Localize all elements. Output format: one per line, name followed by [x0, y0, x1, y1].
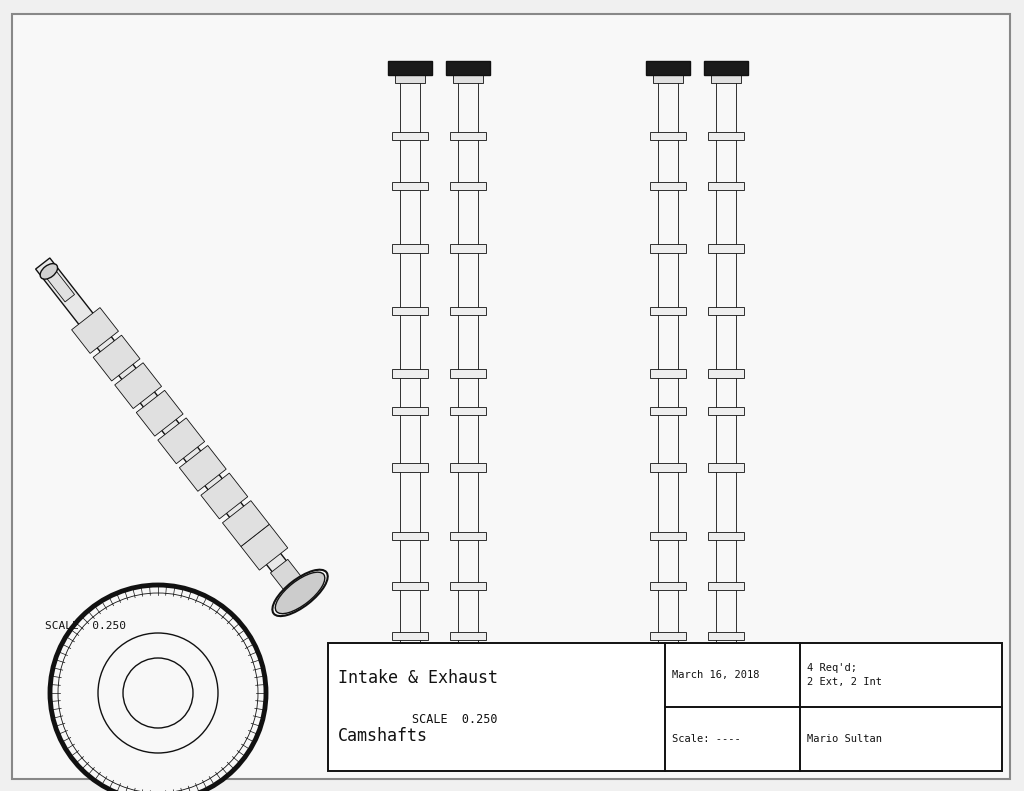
Bar [658, 61, 678, 686]
Bar [650, 307, 686, 316]
Bar [392, 532, 428, 540]
Bar [392, 307, 428, 316]
Bar [392, 581, 428, 590]
Ellipse shape [63, 598, 253, 788]
Text: SCALE  0.250: SCALE 0.250 [413, 713, 498, 726]
Bar [392, 369, 428, 378]
Bar [708, 244, 744, 253]
Bar [388, 61, 432, 75]
Ellipse shape [50, 585, 266, 791]
Bar [395, 75, 425, 83]
Bar [708, 632, 744, 640]
Polygon shape [222, 501, 269, 547]
Bar [650, 407, 686, 415]
Bar [450, 244, 486, 253]
Bar [708, 532, 744, 540]
Polygon shape [241, 524, 288, 570]
Bar [708, 463, 744, 471]
Bar [650, 369, 686, 378]
Bar [446, 61, 490, 75]
Bar [708, 132, 744, 140]
Bar [392, 632, 428, 640]
Bar [400, 61, 420, 686]
Polygon shape [72, 308, 119, 354]
Bar [450, 632, 486, 640]
Bar [646, 61, 690, 75]
Polygon shape [179, 445, 226, 491]
Polygon shape [115, 363, 162, 409]
Bar [392, 182, 428, 191]
Bar [450, 532, 486, 540]
Bar [650, 581, 686, 590]
Bar [450, 407, 486, 415]
Polygon shape [158, 418, 205, 464]
Bar [392, 132, 428, 140]
Text: March 16, 2018: March 16, 2018 [672, 670, 760, 680]
Bar [450, 463, 486, 471]
Polygon shape [136, 390, 183, 436]
Polygon shape [36, 258, 308, 600]
Bar [708, 581, 744, 590]
Polygon shape [270, 559, 307, 598]
Bar [450, 307, 486, 316]
Bar [711, 75, 741, 83]
Bar [450, 132, 486, 140]
Bar [450, 369, 486, 378]
Bar [450, 182, 486, 191]
Bar [708, 369, 744, 378]
Bar [392, 407, 428, 415]
Bar [708, 407, 744, 415]
Ellipse shape [123, 658, 193, 728]
Bar [328, 643, 1002, 771]
Bar [650, 532, 686, 540]
Bar [719, 686, 733, 708]
Bar [458, 61, 478, 686]
Text: Mario Sultan: Mario Sultan [807, 734, 882, 744]
Bar [708, 182, 744, 191]
Bar [450, 581, 486, 590]
Bar [650, 632, 686, 640]
Bar [708, 307, 744, 316]
Text: Scale: ----: Scale: ---- [672, 734, 740, 744]
Bar [705, 61, 748, 75]
Bar [662, 686, 675, 708]
Text: Camshafts: Camshafts [338, 728, 428, 745]
Bar [392, 463, 428, 471]
Polygon shape [201, 473, 248, 519]
Text: 4 Req'd;
2 Ext, 2 Int: 4 Req'd; 2 Ext, 2 Int [807, 663, 882, 687]
Bar [650, 182, 686, 191]
Ellipse shape [275, 572, 325, 614]
Bar [461, 686, 475, 708]
Text: Intake & Exhaust: Intake & Exhaust [338, 668, 498, 687]
Bar [716, 61, 736, 686]
Polygon shape [93, 335, 140, 381]
Bar [650, 132, 686, 140]
Bar [403, 686, 417, 708]
Polygon shape [42, 264, 75, 302]
Ellipse shape [40, 263, 57, 279]
Bar [392, 244, 428, 253]
Bar [650, 463, 686, 471]
Bar [650, 244, 686, 253]
Bar [453, 75, 483, 83]
Bar [653, 75, 683, 83]
Text: SCALE  0.250: SCALE 0.250 [45, 621, 126, 631]
